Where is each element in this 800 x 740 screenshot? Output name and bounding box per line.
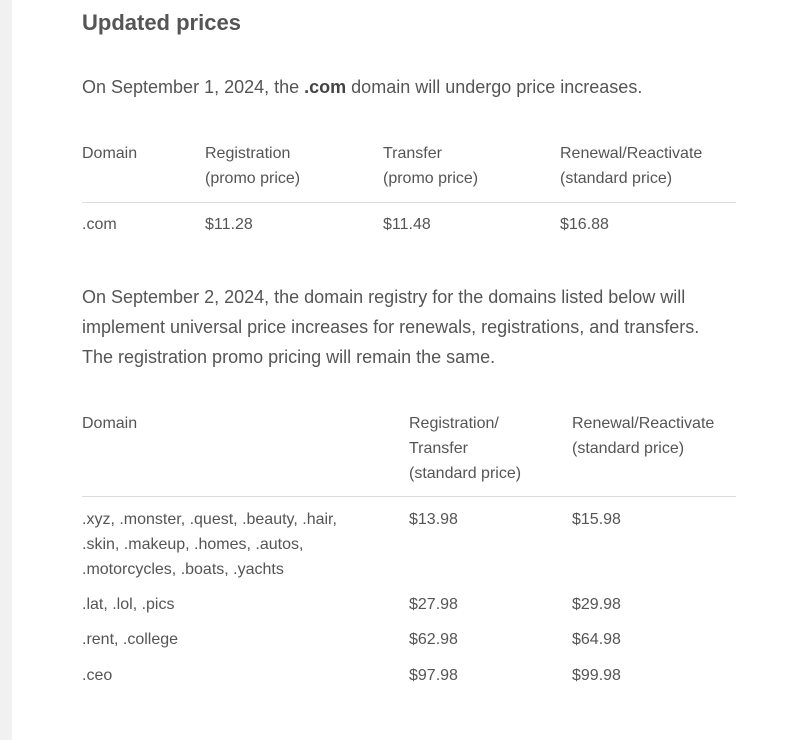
cell-domain: .xyz, .monster, .quest, .beauty, .hair, … [82,511,337,578]
table2-divider [82,496,736,497]
cell-domain: .com [82,216,117,233]
cell-domain: .lat, .lol, .pics [82,596,175,613]
table2-header-renewal: Renewal/Reactivate (standard price) [572,415,715,457]
cell-domain: .ceo [82,667,113,684]
intro-paragraph-1: On September 1, 2024, the .com domain wi… [82,72,742,102]
cell-registration-transfer: $13.98 [409,511,458,528]
intro-text: domain will undergo price increases. [346,77,643,97]
cell-renewal: $29.98 [572,596,621,613]
cell-transfer: $11.48 [383,216,431,233]
cell-domain: .rent, .college [82,631,179,648]
page-title: Updated prices [82,10,241,35]
cell-renewal: $16.88 [560,216,609,233]
table1-header-registration: Registration (promo price) [205,145,301,187]
table2-header-registration-transfer: Registration/Transfer (standard price) [409,415,522,482]
cell-registration-transfer: $27.98 [409,596,458,613]
table1-header-transfer: Transfer (promo price) [383,145,479,187]
cell-registration: $11.28 [205,216,253,233]
intro-paragraph-2: On September 2, 2024, the domain registr… [82,287,700,367]
table2-header-domain: Domain [82,415,138,432]
cell-registration-transfer: $97.98 [409,667,458,684]
left-gutter [0,0,12,740]
cell-renewal: $64.98 [572,631,621,648]
table1-header-domain: Domain [82,145,138,162]
intro-bold-domain: .com [304,77,347,97]
table1-divider [82,202,736,203]
cell-renewal: $15.98 [572,511,621,528]
table1-header-renewal: Renewal/Reactivate (standard price) [560,145,703,187]
cell-renewal: $99.98 [572,667,621,684]
intro-text: On September 1, 2024, the [82,77,305,97]
cell-registration-transfer: $62.98 [409,631,458,648]
